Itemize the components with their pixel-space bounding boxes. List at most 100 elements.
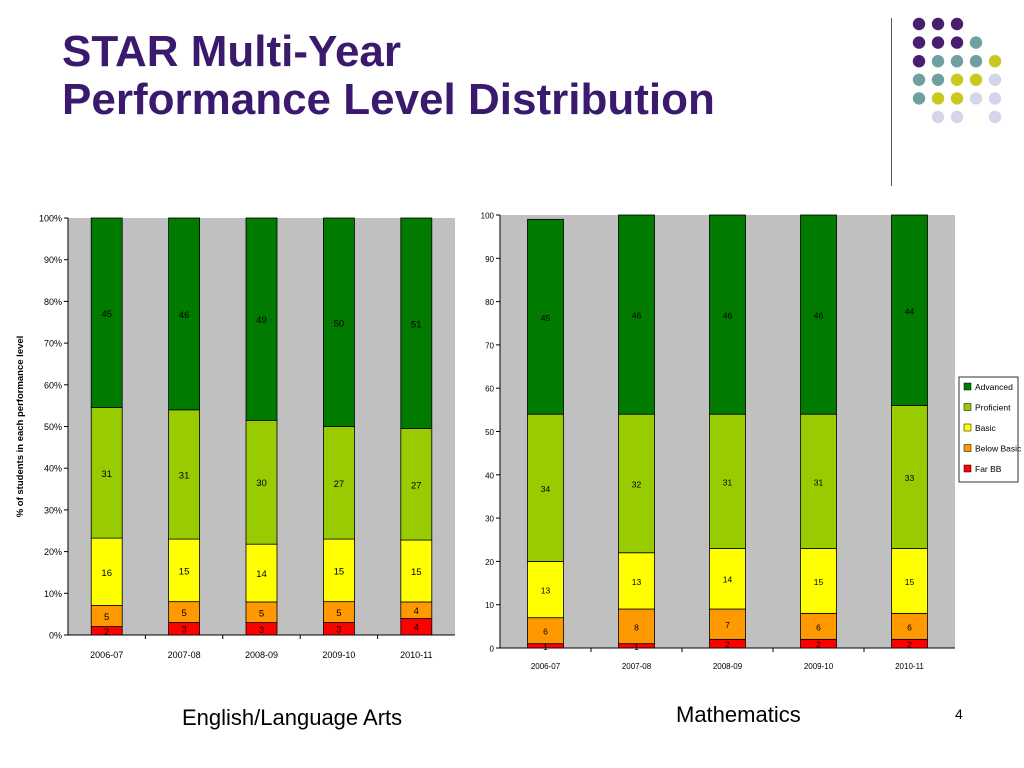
math-caption: Mathematics [676, 702, 801, 727]
math-data-label: 6 [816, 622, 821, 632]
ela-bar-proficient-2009-10 [322, 426, 355, 540]
math-data-label: 46 [723, 311, 733, 321]
ela-y-tick-label: 10% [44, 589, 62, 599]
decorative-dot [912, 73, 926, 87]
math-data-label: 46 [632, 311, 642, 321]
decorative-dot [950, 36, 964, 49]
decorative-dot [912, 36, 926, 49]
ela-data-label: 31 [179, 470, 190, 481]
math-data-label: 15 [814, 577, 824, 587]
math-y-tick-label: 70 [485, 341, 494, 350]
ela-data-label: 46 [179, 310, 190, 321]
decorative-dot [969, 92, 983, 105]
ela-x-tick-label: 2010-11 [400, 650, 432, 660]
ela-data-label: 51 [411, 319, 422, 330]
math-data-label: 44 [905, 306, 915, 316]
ela-bar-basic-2010-11 [400, 539, 433, 603]
ela-bar-basic-2007-08 [168, 538, 201, 603]
math-x-tick-label: 2007-08 [622, 662, 652, 671]
decorative-dot [969, 36, 983, 49]
math-x-tick-label: 2008-09 [713, 662, 743, 671]
ela-x-tick-label: 2007-08 [168, 650, 201, 660]
slide-title: STAR Multi-Year Performance Level Distri… [62, 28, 715, 124]
math-data-label: 46 [814, 311, 824, 321]
ela-x-tick-label: 2009-10 [322, 650, 355, 660]
math-bar-basic-2009-10 [800, 548, 837, 614]
math-data-label: 8 [634, 622, 639, 632]
decorative-dot [931, 73, 945, 87]
decorative-dot [931, 55, 945, 68]
math-data-label: 2 [907, 640, 912, 650]
decorative-dot [912, 55, 926, 68]
decorative-dot [931, 36, 945, 49]
ela-data-label: 15 [179, 566, 190, 577]
ela-y-tick-label: 80% [44, 297, 62, 307]
ela-y-tick-label: 70% [44, 339, 62, 349]
math-bar-below-basic-2008-09 [709, 608, 746, 640]
ela-bar-advanced-2009-10 [322, 217, 355, 427]
ela-data-label: 4 [414, 623, 419, 634]
ela-data-label: 27 [411, 480, 422, 491]
ela-data-label: 45 [101, 309, 112, 320]
math-legend-swatch-proficient [963, 403, 972, 411]
decorative-dot [950, 73, 964, 87]
math-data-label: 31 [723, 477, 733, 487]
math-y-tick-label: 100 [481, 212, 495, 221]
math-data-label: 34 [541, 484, 551, 494]
decorative-dot [950, 55, 964, 68]
math-bar-proficient-2007-08 [618, 413, 655, 554]
math-y-tick-label: 90 [485, 255, 494, 264]
ela-data-label: 5 [104, 612, 109, 623]
math-legend-label-far-bb: Far BB [975, 464, 1002, 474]
decorative-dot [988, 55, 1002, 68]
ela-x-tick-label: 2006-07 [90, 650, 123, 660]
math-data-label: 14 [723, 575, 733, 585]
divider-line [891, 18, 892, 186]
math-data-label: 2 [725, 640, 730, 650]
math-legend-swatch-far-bb [963, 464, 972, 473]
ela-data-label: 50 [334, 318, 345, 329]
decorative-dot [988, 110, 1002, 124]
math-bar-proficient-2006-07 [527, 413, 564, 562]
decorative-dot [931, 92, 945, 105]
math-y-tick-label: 50 [485, 428, 494, 437]
ela-stacked-bar-chart: 0%10%20%30%40%50%60%70%80%90%100%2516314… [15, 214, 455, 660]
math-data-label: 13 [541, 586, 551, 596]
math-data-label: 1 [634, 642, 639, 652]
ela-data-label: 49 [256, 315, 267, 326]
ela-bar-advanced-2010-11 [400, 217, 433, 429]
slide-title-line1: STAR Multi-Year [62, 27, 402, 76]
decorative-dot [950, 92, 964, 105]
math-legend-label-below-basic: Below Basic [975, 444, 1022, 454]
math-data-label: 1 [543, 642, 548, 652]
decorative-dot [931, 110, 945, 124]
math-y-tick-label: 40 [485, 471, 494, 480]
decorative-dot [931, 17, 945, 31]
math-legend-label-proficient: Proficient [975, 403, 1011, 413]
ela-bar-basic-2006-07 [90, 537, 123, 606]
ela-y-axis-title: % of students in each performance level [15, 336, 26, 518]
ela-data-label: 15 [334, 566, 345, 577]
decorative-dot [912, 92, 926, 105]
ela-bar-advanced-2006-07 [90, 217, 123, 408]
ela-y-tick-label: 20% [44, 547, 62, 557]
math-bar-basic-2008-09 [709, 548, 746, 610]
math-y-tick-label: 60 [485, 385, 494, 394]
page-number: 4 [955, 706, 963, 722]
ela-caption: English/Language Arts [182, 705, 403, 730]
math-y-tick-label: 0 [490, 645, 495, 654]
decorative-dot-grid [912, 17, 1002, 124]
math-data-label: 13 [632, 577, 642, 587]
math-y-tick-label: 20 [485, 558, 494, 567]
math-data-label: 6 [907, 622, 912, 632]
math-bar-proficient-2009-10 [800, 413, 837, 549]
decorative-dot [988, 92, 1002, 105]
ela-data-label: 5 [336, 608, 341, 619]
ela-bar-advanced-2008-09 [245, 217, 278, 421]
math-data-label: 45 [541, 313, 551, 323]
decorative-dot [950, 110, 964, 124]
math-data-label: 32 [632, 479, 642, 489]
decorative-dot [950, 17, 964, 31]
math-bar-advanced-2010-11 [891, 214, 928, 406]
math-y-tick-label: 10 [485, 601, 494, 610]
